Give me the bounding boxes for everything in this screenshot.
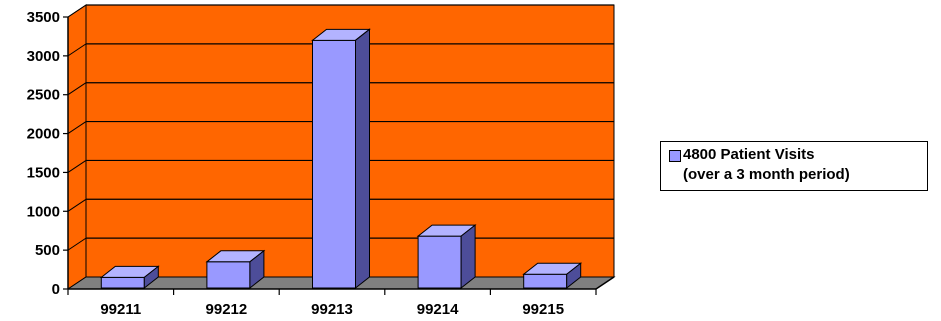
legend-label-line1: 4800 Patient Visits bbox=[683, 146, 815, 163]
x-tick-label: 99215 bbox=[522, 301, 564, 318]
y-tick-label: 1500 bbox=[27, 164, 60, 181]
y-tick-label: 0 bbox=[52, 281, 60, 298]
bar-99215 bbox=[522, 262, 583, 290]
bar-front bbox=[417, 235, 462, 289]
gridline-side bbox=[67, 237, 87, 251]
legend: 4800 Patient Visits (over a 3 month peri… bbox=[660, 141, 928, 191]
legend-label-line2: (over a 3 month period) bbox=[683, 166, 850, 183]
x-tick-label: 99211 bbox=[100, 301, 141, 318]
gridline-side bbox=[67, 160, 87, 173]
x-tick-label: 99213 bbox=[311, 301, 353, 318]
bar-front bbox=[312, 39, 356, 289]
gridline-side bbox=[67, 198, 87, 212]
x-tick-label: 99212 bbox=[206, 301, 248, 318]
y-tick-label: 500 bbox=[35, 242, 60, 259]
y-tick-label: 2000 bbox=[27, 126, 60, 143]
gridline-side bbox=[67, 43, 87, 57]
legend-swatch bbox=[669, 150, 681, 162]
gridline-side bbox=[67, 121, 87, 134]
gridline-side bbox=[67, 82, 87, 96]
plot-side-wall bbox=[67, 4, 87, 290]
bar-side bbox=[143, 265, 159, 290]
axes: 0 500 1000 1500 2000 2500 3000 3500 99211 99212 99… bbox=[27, 9, 615, 318]
bar-side bbox=[460, 224, 476, 290]
gridline-side bbox=[67, 4, 87, 18]
y-tick-label: 3500 bbox=[27, 9, 60, 26]
x-tick-label: 99214 bbox=[417, 301, 459, 318]
bar-side bbox=[249, 249, 265, 290]
bar-99213 bbox=[311, 28, 371, 290]
bar-99211 bbox=[99, 265, 160, 290]
bar-front bbox=[206, 261, 251, 289]
y-tick-label: 1000 bbox=[27, 203, 60, 220]
y-tick-label: 2500 bbox=[27, 87, 60, 104]
bar-front bbox=[523, 273, 568, 289]
bars bbox=[99, 28, 583, 290]
bar-99212 bbox=[205, 249, 266, 290]
x-axis-end bbox=[595, 276, 615, 290]
bar-99214 bbox=[416, 224, 477, 290]
y-tick-label: 3000 bbox=[27, 48, 60, 65]
bar-side bbox=[355, 28, 370, 290]
bar-front bbox=[100, 276, 145, 289]
bar-side bbox=[566, 262, 582, 290]
